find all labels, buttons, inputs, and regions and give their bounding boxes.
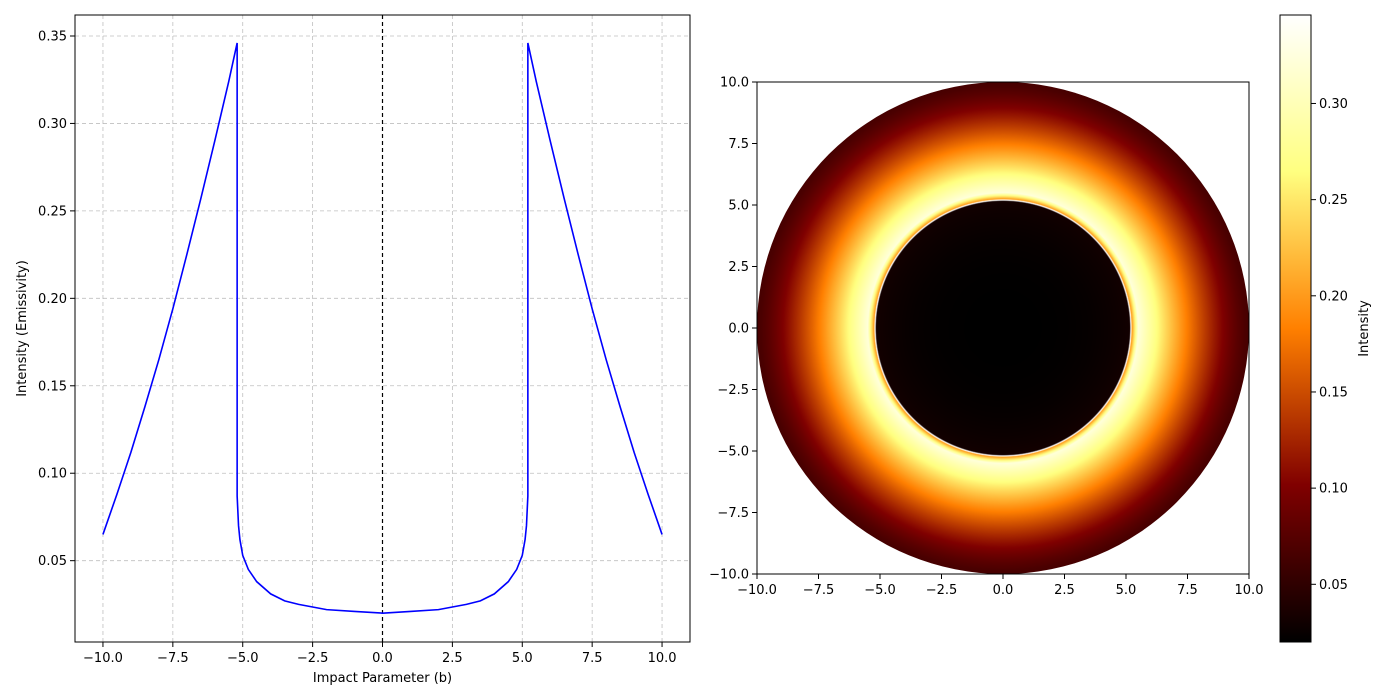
right-y-tick-label: 7.5 xyxy=(728,137,749,152)
colorbar: 0.05 0.10 0.15 0.20 0.25 0.30 Intensity xyxy=(1279,14,1372,643)
right-x-tick-label: −10.0 xyxy=(737,583,777,598)
left-x-tick-label: 2.5 xyxy=(442,651,463,666)
left-y-axis: 0.05 0.10 0.15 0.20 0.25 0.30 0.35 xyxy=(38,29,75,569)
right-x-tick-label: −5.0 xyxy=(864,583,896,598)
right-y-tick-label: 0.0 xyxy=(728,322,749,337)
right-x-tick-label: 5.0 xyxy=(1116,583,1137,598)
left-x-axis: −10.0 −7.5 −5.0 −2.5 0.0 2.5 5.0 7.5 10.0 xyxy=(83,642,677,666)
intensity-profile-line xyxy=(102,42,663,614)
colorbar-tick-label: 0.05 xyxy=(1319,578,1348,593)
right-y-tick-label: 2.5 xyxy=(728,260,749,275)
left-y-tick-label: 0.15 xyxy=(38,379,67,394)
colorbar-tick-label: 0.25 xyxy=(1319,193,1348,208)
right-y-tick-label: 10.0 xyxy=(720,76,749,91)
right-x-axis: −10.0 −7.5 −5.0 −2.5 0.0 2.5 5.0 7.5 10.0 xyxy=(737,574,1263,598)
right-x-tick-label: 2.5 xyxy=(1054,583,1075,598)
right-y-tick-label: −7.5 xyxy=(717,506,749,521)
colorbar-tick-label: 0.30 xyxy=(1319,97,1348,112)
right-y-tick-label: −2.5 xyxy=(717,383,749,398)
left-x-tick-label: −7.5 xyxy=(157,651,189,666)
intensity-line-chart: −10.0 −7.5 −5.0 −2.5 0.0 2.5 5.0 7.5 10.0 0.050.… xyxy=(15,14,691,686)
left-y-tick-label: 0.20 xyxy=(38,292,67,307)
right-x-tick-label: 10.0 xyxy=(1235,583,1264,598)
colorbar-tick-label: 0.20 xyxy=(1319,289,1348,304)
left-y-tick-label: 0.05 xyxy=(38,554,67,569)
left-x-tick-label: −2.5 xyxy=(297,651,329,666)
colorbar-ticks: 0.05 0.10 0.15 0.20 0.25 0.30 xyxy=(1311,97,1348,593)
left-x-tick-label: 0.0 xyxy=(372,651,393,666)
left-x-tick-label: −10.0 xyxy=(83,651,123,666)
colorbar-frame xyxy=(1279,14,1312,643)
right-y-axis: −10.0 −7.5 −5.0 −2.5 0.0 2.5 5.0 7.5 10.0 xyxy=(709,76,757,583)
colorbar-label: Intensity xyxy=(1357,300,1372,357)
right-y-tick-label: −5.0 xyxy=(717,445,749,460)
colorbar-gradient-bar xyxy=(1280,15,1311,642)
left-x-tick-label: 10.0 xyxy=(648,651,677,666)
left-y-tick-label: 0.35 xyxy=(38,29,67,44)
emission-image-chart: −10.0 −7.5 −5.0 −2.5 0.0 2.5 5.0 7.5 10.0 −10.0−… xyxy=(709,76,1263,599)
right-x-tick-label: −7.5 xyxy=(803,583,835,598)
left-y-axis-label: Intensity (Emissivity) xyxy=(15,260,30,397)
left-x-tick-label: −5.0 xyxy=(227,651,259,666)
left-grid xyxy=(75,15,690,642)
colorbar-tick-label: 0.10 xyxy=(1319,482,1348,497)
colorbar-tick-label: 0.15 xyxy=(1319,385,1348,400)
left-x-tick-label: 7.5 xyxy=(582,651,603,666)
left-y-tick-label: 0.30 xyxy=(38,117,67,132)
right-y-tick-label: −10.0 xyxy=(709,568,749,583)
right-x-tick-label: 0.0 xyxy=(993,583,1014,598)
right-x-tick-label: 7.5 xyxy=(1177,583,1198,598)
left-x-axis-label: Impact Parameter (b) xyxy=(313,671,452,686)
left-y-tick-label: 0.25 xyxy=(38,204,67,219)
emission-ring xyxy=(757,82,1249,574)
right-y-tick-label: 5.0 xyxy=(728,199,749,214)
right-x-tick-label: −2.5 xyxy=(926,583,958,598)
left-x-tick-label: 5.0 xyxy=(512,651,533,666)
left-y-tick-label: 0.10 xyxy=(38,467,67,482)
